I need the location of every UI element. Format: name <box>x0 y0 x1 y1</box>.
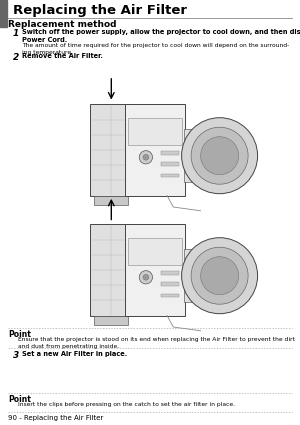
Circle shape <box>201 137 238 175</box>
Circle shape <box>139 271 152 284</box>
Text: Replacing the Air Filter: Replacing the Air Filter <box>13 4 187 17</box>
Circle shape <box>139 150 152 164</box>
Bar <box>124 224 185 316</box>
Bar <box>184 249 217 302</box>
Text: Set a new Air Filter in place.: Set a new Air Filter in place. <box>22 351 127 357</box>
Text: Switch off the power supply, allow the projector to cool down, and then disconne: Switch off the power supply, allow the p… <box>22 29 300 43</box>
Bar <box>161 173 179 177</box>
Bar <box>128 118 182 145</box>
Bar <box>161 271 179 275</box>
Bar <box>161 282 179 286</box>
Text: 90 - Replacing the Air Filter: 90 - Replacing the Air Filter <box>8 415 103 421</box>
Text: Insert the clips before pressing on the catch to set the air filter in place.: Insert the clips before pressing on the … <box>18 402 235 407</box>
Text: The amount of time required for the projector to cool down will depend on the su: The amount of time required for the proj… <box>22 43 289 54</box>
Bar <box>161 294 179 297</box>
Circle shape <box>143 154 149 160</box>
Text: Point: Point <box>8 395 31 404</box>
Bar <box>124 105 185 196</box>
Circle shape <box>143 275 149 280</box>
Text: Remove the Air Filter.: Remove the Air Filter. <box>22 53 103 59</box>
Circle shape <box>182 238 258 314</box>
Circle shape <box>201 257 238 295</box>
Bar <box>94 196 128 205</box>
Bar <box>90 105 132 196</box>
Text: 3: 3 <box>13 351 19 360</box>
Bar <box>161 162 179 166</box>
Circle shape <box>182 118 258 194</box>
Circle shape <box>191 247 248 304</box>
Bar <box>0 0 7 27</box>
Bar <box>94 316 128 325</box>
Bar <box>128 238 182 266</box>
Text: 1: 1 <box>13 29 19 38</box>
Text: Point: Point <box>8 330 31 339</box>
Text: Ensure that the projector is stood on its end when replacing the Air Filter to p: Ensure that the projector is stood on it… <box>18 337 295 348</box>
Circle shape <box>191 127 248 184</box>
Bar <box>90 224 132 316</box>
Bar <box>161 151 179 155</box>
Text: 2: 2 <box>13 53 19 62</box>
Text: Replacement method: Replacement method <box>8 20 116 29</box>
Bar <box>184 129 217 182</box>
